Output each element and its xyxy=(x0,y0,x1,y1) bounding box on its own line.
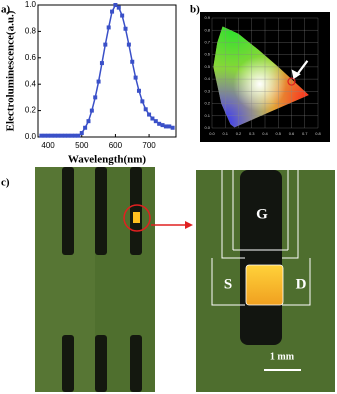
marker xyxy=(157,121,162,126)
x-tick-label: 400 xyxy=(41,141,55,150)
marker xyxy=(79,131,84,136)
marker xyxy=(130,59,135,64)
marker xyxy=(133,75,138,80)
marker xyxy=(46,133,51,138)
gate-label: G xyxy=(256,206,268,222)
electrode xyxy=(130,167,142,255)
marker xyxy=(76,133,81,138)
x-tick-label: 500 xyxy=(75,141,89,150)
y-tick-label: 0.0 xyxy=(25,132,37,141)
marker xyxy=(126,42,131,47)
electrode xyxy=(95,167,107,255)
cie-y-tick-label: 0.4 xyxy=(204,76,210,81)
marker xyxy=(120,13,125,18)
cie-x-tick-label: 0.6 xyxy=(289,131,295,136)
marker xyxy=(136,88,141,93)
marker xyxy=(167,124,172,129)
marker xyxy=(93,95,98,100)
scale-label: 1 mm xyxy=(270,351,295,362)
marker xyxy=(86,119,91,124)
cie-x-tick-label: 0.7 xyxy=(302,131,308,136)
cie-y-tick-label: 0.3 xyxy=(204,88,210,93)
marker xyxy=(123,26,128,31)
electrode xyxy=(95,335,107,392)
electrode xyxy=(62,167,74,255)
marker xyxy=(163,124,168,129)
emission-zone xyxy=(245,264,284,306)
marker xyxy=(66,133,71,138)
cie-x-tick-label: 0.4 xyxy=(262,131,268,136)
highlight-circle xyxy=(123,204,151,232)
marker xyxy=(116,5,121,10)
y-tick-label: 0.6 xyxy=(25,53,37,62)
panel-a: a) Electroluminescence(a.u.) Wavelength(… xyxy=(1,0,177,166)
cie-x-tick-label: 0.0 xyxy=(209,131,215,136)
marker xyxy=(147,112,152,117)
x-tick-label: 700 xyxy=(142,141,156,150)
marker xyxy=(39,133,44,138)
series-line xyxy=(41,3,173,137)
y-tick-label: 1.0 xyxy=(25,0,37,9)
cie-y-tick-label: 0.9 xyxy=(204,15,210,20)
marker xyxy=(113,3,118,7)
marker xyxy=(89,108,94,113)
marker xyxy=(143,107,148,112)
marker xyxy=(106,25,111,30)
cie-x-tick-label: 0.8 xyxy=(315,131,321,136)
arrow-head xyxy=(185,221,193,229)
marker xyxy=(110,9,115,14)
cie-x-tick-label: 0.5 xyxy=(275,131,281,136)
cie-y-tick-label: 0.7 xyxy=(204,40,210,45)
marker xyxy=(56,133,61,138)
cie-y-tick-label: 0.0 xyxy=(204,125,210,130)
cie-y-tick-label: 0.2 xyxy=(204,101,210,106)
y-axis-label: Electroluminescence(a.u.) xyxy=(5,10,17,131)
marker xyxy=(170,125,175,130)
emission xyxy=(133,212,140,223)
y-tick-label: 0.2 xyxy=(25,106,37,115)
plot-frame xyxy=(37,4,177,138)
panel-b: b) 0.0 0.1 0.2 0.3 0.4 0.5 0.6 0.7 0.8 0.0 0.1 0.2 0… xyxy=(190,4,330,142)
marker xyxy=(160,123,165,128)
panel-label: c) xyxy=(1,177,10,189)
drain-label: D xyxy=(296,276,307,292)
cie-y-tick-label: 0.8 xyxy=(204,27,210,32)
source-label: S xyxy=(224,276,232,292)
marker xyxy=(49,133,54,138)
cie-arrow-head xyxy=(291,69,301,80)
electrode xyxy=(62,335,74,392)
electrode-outline xyxy=(211,258,311,306)
marker xyxy=(153,119,158,124)
y-tick-label: 0.8 xyxy=(25,27,37,36)
marker xyxy=(69,133,74,138)
cie-y-tick-label: 0.6 xyxy=(204,52,210,57)
panel-c: c) G S D 1 mm xyxy=(1,167,335,392)
marker xyxy=(99,61,104,66)
cie-point xyxy=(287,77,296,86)
marker xyxy=(52,133,57,138)
cie-x-tick-label: 0.1 xyxy=(222,131,228,136)
x-tick-label: 600 xyxy=(109,141,123,150)
marker xyxy=(150,116,155,121)
electrode xyxy=(130,335,142,392)
cie-y-tick-label: 0.5 xyxy=(204,64,210,69)
cie-y-tick-label: 0.1 xyxy=(204,113,210,118)
electrode-outline xyxy=(221,170,299,259)
panel-label: b) xyxy=(190,4,200,16)
marker xyxy=(103,42,108,47)
marker xyxy=(73,133,78,138)
marker xyxy=(96,79,101,84)
x-axis-label: Wavelength(nm) xyxy=(68,154,147,166)
panel-label: a) xyxy=(1,4,11,16)
marker xyxy=(83,125,88,130)
cie-x-tick-label: 0.3 xyxy=(249,131,255,136)
marker xyxy=(59,133,64,138)
channel xyxy=(240,170,282,345)
marker xyxy=(140,99,145,104)
cie-x-tick-label: 0.2 xyxy=(236,131,242,136)
marker xyxy=(42,133,47,138)
marker xyxy=(62,133,67,138)
y-tick-label: 0.4 xyxy=(25,79,37,88)
